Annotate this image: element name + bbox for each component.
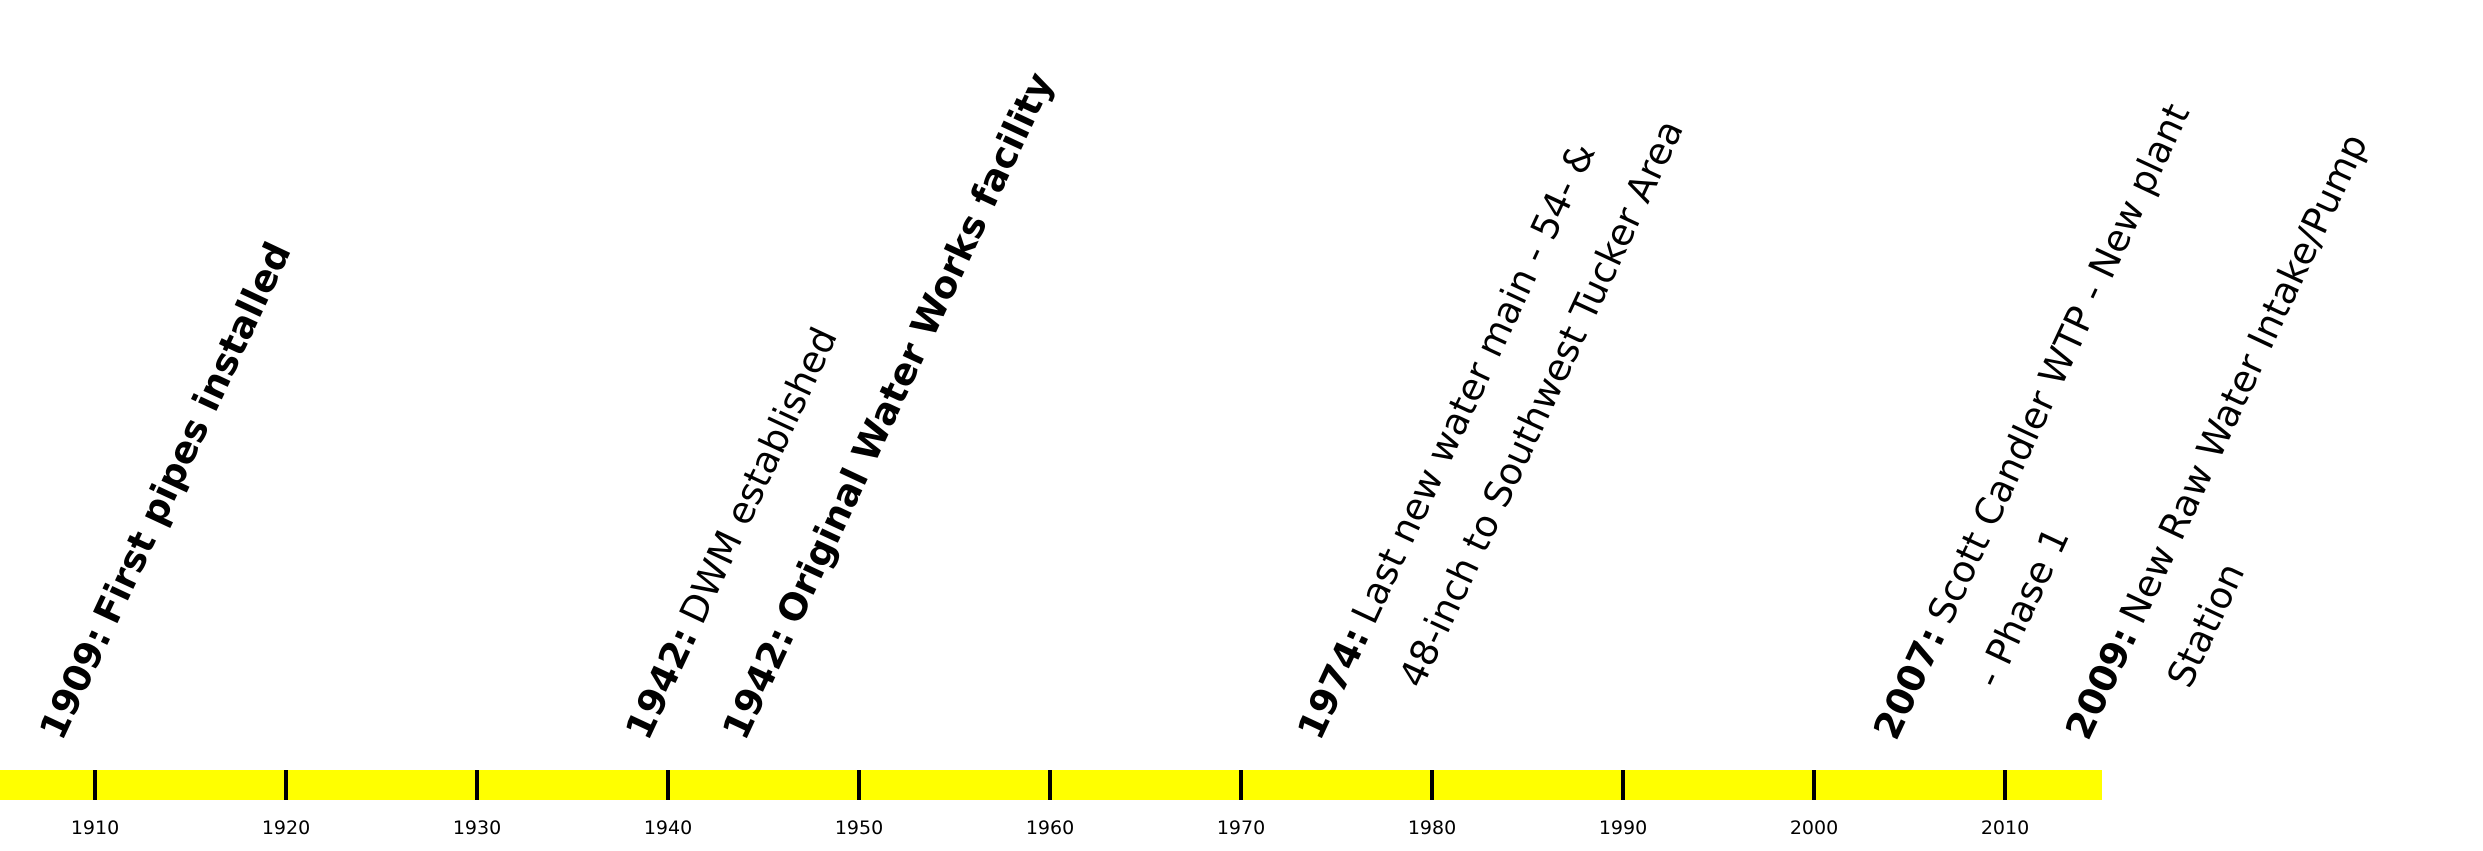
event-year: 1942:: [714, 621, 803, 746]
tick-label-1960: 1960: [1026, 817, 1074, 839]
event-year: 1942:: [617, 621, 706, 746]
event-year: 1974:: [1289, 621, 1378, 746]
tick-label-2010: 2010: [1981, 817, 2029, 839]
event-text: 1909:First pipes installed: [31, 236, 299, 746]
event-year: 1909:: [31, 621, 120, 746]
event-description: First pipes installed: [85, 236, 299, 630]
tick-label-1970: 1970: [1217, 817, 1265, 839]
timeline-tick-labels: 1910 1920 1930 1940 1950 1960 1970 1980 1990 2000…: [71, 817, 2029, 839]
tick-label-1980: 1980: [1408, 817, 1456, 839]
tick-label-1910: 1910: [71, 817, 119, 839]
tick-label-2000: 2000: [1790, 817, 1838, 839]
event-text: 2007:Scott Candler WTP - New plant: [1865, 97, 2198, 746]
timeline-ticks: [93, 770, 2007, 800]
tick-label-1990: 1990: [1599, 817, 1647, 839]
tick-label-1950: 1950: [835, 817, 883, 839]
event-year: 2007:: [1865, 621, 1954, 746]
tick-label-1930: 1930: [453, 817, 501, 839]
tick-label-1940: 1940: [644, 817, 692, 839]
event-label-1974-3: 1974:Last new water main - 54- &48-inch …: [1289, 113, 1692, 746]
event-label-1909-0: 1909:First pipes installed: [31, 236, 299, 746]
event-year: 2009:: [2057, 621, 2146, 746]
tick-label-1920: 1920: [262, 817, 310, 839]
